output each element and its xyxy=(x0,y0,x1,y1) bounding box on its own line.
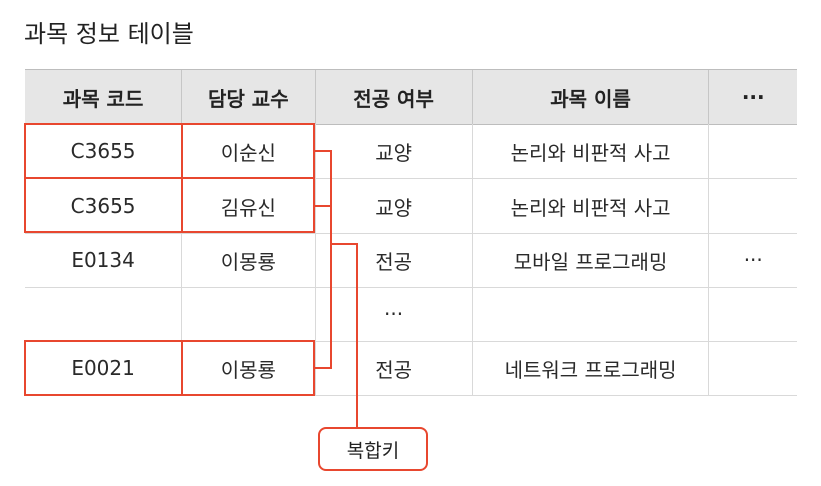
header-course-code: 과목 코드 xyxy=(62,86,144,111)
cell-course-code: E0134 xyxy=(71,248,135,272)
connector-to-label xyxy=(331,243,358,428)
cell-professor: 이몽룡 xyxy=(181,233,314,287)
connector-bracket xyxy=(315,150,332,369)
cell-course-code: C3655 xyxy=(70,139,136,163)
cell-course-name: 네트워크 프로그래밍 xyxy=(471,341,709,395)
cell-course-name: 논리와 비판적 사고 xyxy=(471,124,709,178)
cell-major-flag: 전공 xyxy=(314,233,472,287)
composite-key-label: 복합키 xyxy=(318,427,428,471)
cell-more xyxy=(708,179,797,233)
cell-course-name: 모바일 프로그래밍 xyxy=(471,233,709,287)
table-header-row: 과목 코드 담당 교수 전공 여부 과목 이름 ··· xyxy=(25,69,797,125)
cell-course-code: E0021 xyxy=(71,356,135,380)
cell-more xyxy=(708,124,797,178)
cell-major-flag: ··· xyxy=(314,287,472,341)
cell-course-name: 논리와 비판적 사고 xyxy=(471,179,709,233)
header-more: ··· xyxy=(708,70,797,124)
table-row: C3655 이순신 교양 논리와 비판적 사고 xyxy=(25,124,797,179)
cell-more xyxy=(708,287,797,341)
cell-course-code: C3655 xyxy=(70,194,136,218)
cell-more: ··· xyxy=(708,233,797,287)
cell-more xyxy=(708,341,797,395)
cell-professor xyxy=(181,287,314,341)
header-course-name: 과목 이름 xyxy=(471,70,709,124)
table-row: ··· xyxy=(25,287,797,342)
table-row: E0134 이몽룡 전공 모바일 프로그래밍 ··· xyxy=(25,233,797,288)
diagram-title: 과목 정보 테이블 xyxy=(24,20,194,48)
cell-course-name xyxy=(471,287,709,341)
header-professor: 담당 교수 xyxy=(181,70,314,124)
header-major-flag: 전공 여부 xyxy=(314,70,472,124)
